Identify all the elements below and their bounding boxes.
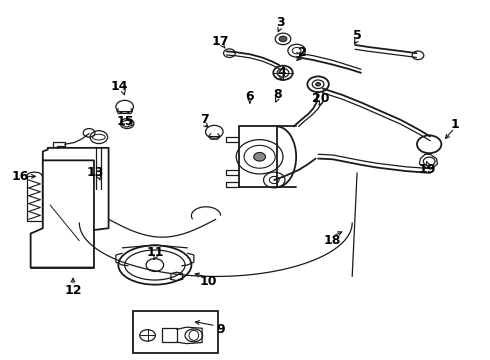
Text: 7: 7	[200, 113, 208, 126]
Text: 14: 14	[111, 80, 128, 93]
Text: 1: 1	[450, 118, 459, 131]
Text: 8: 8	[273, 88, 281, 101]
Bar	[133, 311, 218, 353]
Circle shape	[254, 153, 266, 161]
Circle shape	[316, 82, 320, 86]
Text: 3: 3	[276, 16, 284, 29]
Text: 13: 13	[86, 166, 103, 179]
Text: 17: 17	[212, 35, 229, 48]
Text: 15: 15	[117, 114, 134, 127]
Text: 11: 11	[147, 246, 164, 258]
Text: 18: 18	[324, 234, 342, 247]
Text: 6: 6	[245, 90, 254, 103]
Text: 20: 20	[312, 92, 330, 105]
Circle shape	[279, 36, 287, 42]
Text: 16: 16	[11, 170, 28, 183]
Text: 9: 9	[216, 323, 225, 336]
Text: 12: 12	[64, 284, 82, 297]
Text: 4: 4	[277, 66, 286, 79]
Text: 10: 10	[200, 275, 217, 288]
Text: 19: 19	[419, 163, 437, 176]
Text: 2: 2	[298, 46, 307, 59]
Text: 5: 5	[353, 29, 362, 42]
